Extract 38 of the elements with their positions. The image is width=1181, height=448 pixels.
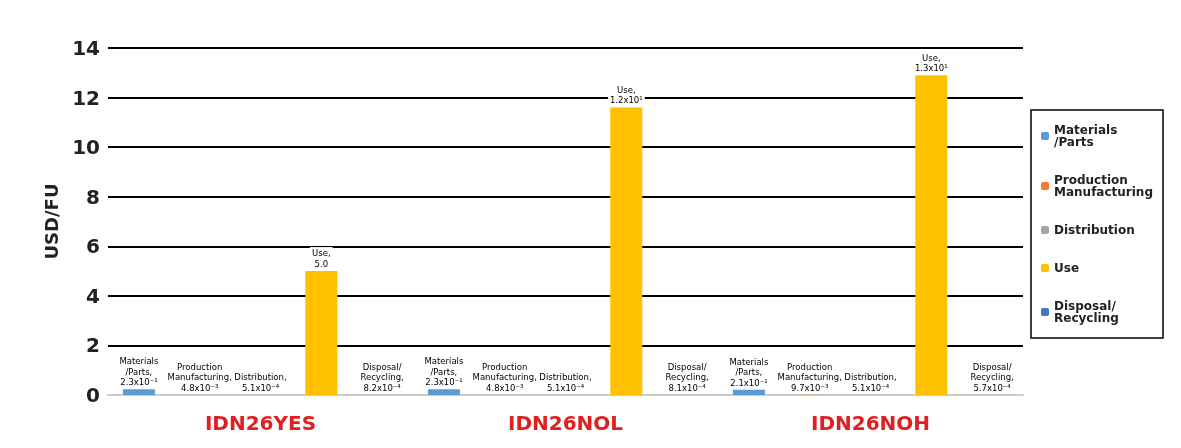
y-axis-title: USD/FU xyxy=(40,183,62,260)
data-label: Disposal/ Recycling, 5.7x10⁻⁴ xyxy=(970,361,1014,393)
y-tick-label: 14 xyxy=(72,36,100,60)
data-label: Distribution, 5.1x10⁻⁴ xyxy=(234,372,287,393)
x-tick-label: IDN26NOH xyxy=(810,411,931,435)
bar xyxy=(732,389,765,395)
legend-label: Use xyxy=(1054,261,1080,275)
data-label: Use, 1.3x10¹ xyxy=(914,52,948,74)
legend-label: Materials /Parts xyxy=(1054,123,1118,149)
data-label: Materials /Parts, 2.3x10⁻¹ xyxy=(424,356,464,388)
data-label: Disposal/ Recycling, 8.2x10⁻⁴ xyxy=(360,361,404,393)
data-label: Materials /Parts, 2.1x10⁻¹ xyxy=(729,356,769,388)
bar xyxy=(610,107,643,395)
y-tick-label: 0 xyxy=(86,383,100,407)
y-tick-label: 4 xyxy=(86,283,100,308)
y-tick-label: 8 xyxy=(86,184,100,209)
legend-label: Disposal/ Recycling xyxy=(1054,299,1119,325)
y-tick-label: 2 xyxy=(86,333,100,358)
y-tick-label: 10 xyxy=(72,135,100,160)
y-tick-label: 12 xyxy=(72,85,100,110)
legend-label: Distribution xyxy=(1054,223,1135,237)
legend-label: Production Manufacturing xyxy=(1054,173,1153,199)
bar xyxy=(915,75,948,395)
x-tick-label: IDN26YES xyxy=(204,411,317,435)
data-label: Distribution, 5.1x10⁻⁴ xyxy=(844,372,897,393)
data-label: Materials /Parts, 2.3x10⁻¹ xyxy=(119,356,159,388)
data-label: Disposal/ Recycling, 8.1x10⁻⁴ xyxy=(665,361,709,393)
bar xyxy=(427,389,460,395)
bar xyxy=(305,271,338,395)
bar xyxy=(122,389,155,395)
data-label: Use, 1.2x10¹ xyxy=(609,84,643,106)
data-label: Production Manufacturing, 9.7x10⁻³ xyxy=(777,361,842,393)
data-label: Use, 5.0 xyxy=(312,248,331,269)
data-label: Production Manufacturing, 4.8x10⁻³ xyxy=(472,361,537,393)
data-label: Distribution, 5.1x10⁻⁴ xyxy=(539,372,592,393)
x-tick-label: IDN26NOL xyxy=(507,411,624,435)
y-tick-label: 6 xyxy=(86,234,100,259)
data-label: Production Manufacturing, 4.8x10⁻³ xyxy=(167,361,232,393)
